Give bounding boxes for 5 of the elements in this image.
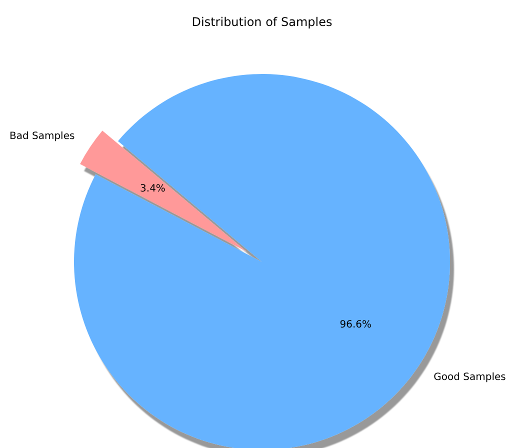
- data-label: 96.6%: [340, 320, 372, 331]
- data-label: 3.4%: [140, 183, 166, 194]
- slice-label: Bad Samples: [9, 130, 75, 142]
- slice-label: Good Samples: [434, 372, 506, 384]
- chart-title: Distribution of Samples: [192, 15, 332, 29]
